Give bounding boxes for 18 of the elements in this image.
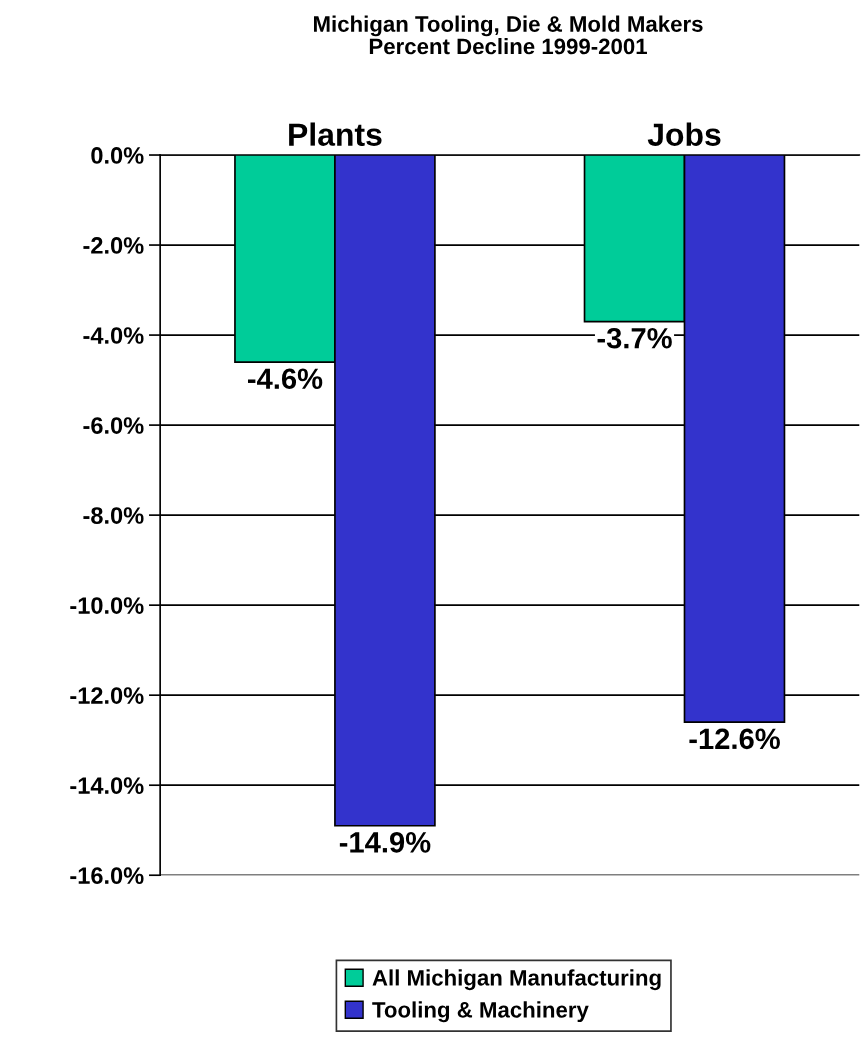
x-tick-label: Plants (289, 122, 382, 146)
data-label: -4.6% (247, 368, 323, 390)
y-tick-label: -14.0% (70, 777, 144, 794)
y-tick-label: -12.0% (70, 687, 144, 704)
y-tick-label: -6.0% (83, 417, 144, 434)
legend-label: Tooling & Machinery (372, 1001, 589, 1023)
data-label: -3.7% (597, 327, 672, 349)
y-tick-label: -2.0% (83, 237, 144, 254)
y-tick-label: -10.0% (70, 597, 144, 614)
y-tick-label: -8.0% (83, 507, 144, 524)
data-label: -12.6% (689, 728, 780, 750)
legend-label: All Michigan Manufacturing (372, 969, 661, 991)
y-tick-label: -4.0% (83, 327, 144, 344)
data-label: -14.9% (339, 832, 431, 853)
chart-title: Michigan Tooling, Die & Mold Makers Percent Decline 1999-2001 (314, 15, 703, 55)
x-tick-label: Jobs (647, 122, 721, 146)
y-tick-label: 0.0% (91, 147, 144, 164)
y-tick-label: -16.0% (70, 867, 144, 885)
